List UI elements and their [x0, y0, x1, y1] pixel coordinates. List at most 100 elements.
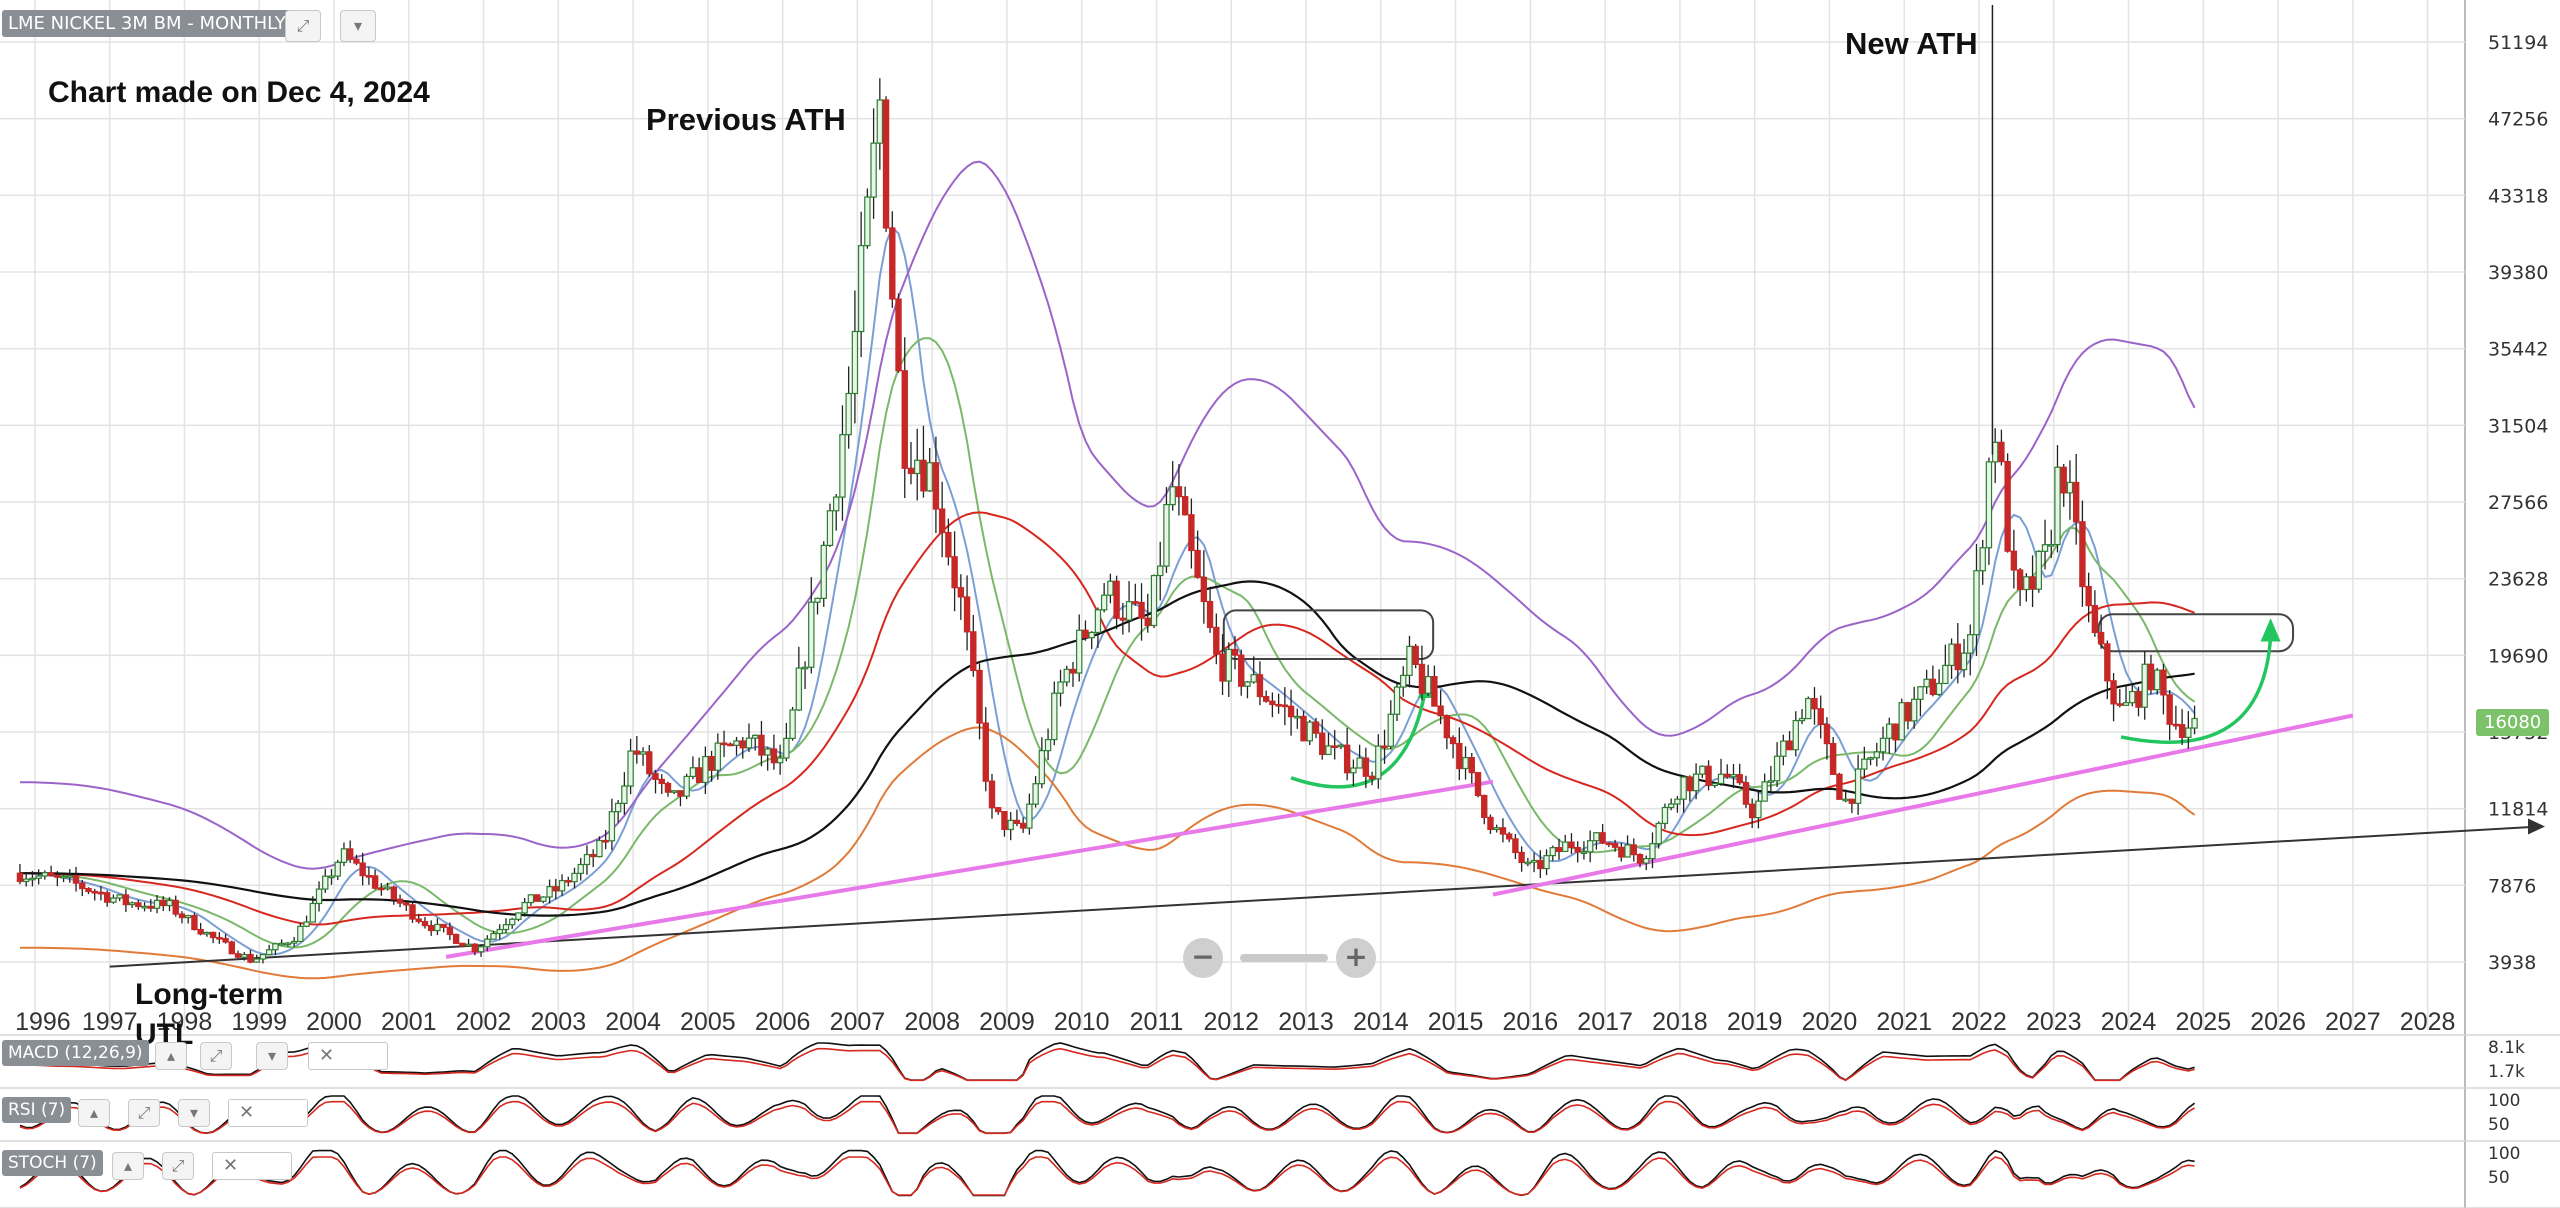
candle-body — [222, 937, 229, 943]
candle-body — [490, 932, 497, 940]
candle-body — [1319, 732, 1326, 756]
stoch-signal-line — [19, 1156, 2195, 1196]
candle-body — [1580, 851, 1588, 854]
candle-body — [1287, 705, 1295, 718]
expand-icon[interactable]: ⤢ — [285, 10, 321, 42]
x-tick-label: 2005 — [680, 1008, 736, 1036]
candle-body — [1275, 703, 1282, 707]
close-icon[interactable]: ✕ — [228, 1099, 308, 1127]
stoch-label: STOCH (7) — [2, 1150, 103, 1176]
candle-body — [2004, 460, 2011, 552]
candle-body — [91, 890, 98, 894]
zoom-out-icon[interactable]: − — [1183, 938, 1223, 978]
x-tick-label: 2016 — [1503, 1008, 1559, 1036]
close-icon[interactable]: ✕ — [212, 1152, 292, 1180]
arrow-down-icon[interactable]: ▾ — [178, 1099, 210, 1127]
candle-body — [1026, 803, 1033, 829]
candle-body — [1057, 681, 1064, 694]
candle-body — [2085, 585, 2092, 607]
macd-tick-label: 8.1k — [2488, 1038, 2525, 1058]
x-tick-label: 2013 — [1278, 1008, 1334, 1036]
candle-body — [1530, 859, 1538, 863]
candle-body — [1886, 723, 1893, 739]
candle-body — [1923, 678, 1930, 688]
y-tick-label: 43318 — [2488, 185, 2548, 207]
candle-body — [714, 742, 722, 771]
candle-body — [35, 875, 42, 879]
zoom-slider[interactable] — [1240, 954, 1328, 962]
candle-body — [1219, 653, 1226, 682]
macd-main-line — [19, 1042, 2195, 1081]
candle-body — [2010, 550, 2018, 571]
x-tick-label: 2027 — [2325, 1008, 2381, 1036]
zoom-in-icon[interactable]: + — [1336, 938, 1376, 978]
candle-body — [1032, 783, 1039, 805]
candle-body — [1724, 773, 1731, 778]
candle-body — [160, 899, 167, 907]
candle-body — [1767, 780, 1775, 783]
candle-body — [677, 790, 684, 797]
candle-body — [353, 858, 360, 864]
expand-icon[interactable]: ⤢ — [162, 1152, 194, 1180]
y-tick-label: 47256 — [2488, 109, 2548, 131]
candle-body — [758, 734, 765, 756]
candle-body — [2097, 631, 2105, 645]
candle-body — [789, 709, 796, 739]
candle-body — [870, 142, 877, 198]
x-tick-label: 2006 — [755, 1008, 811, 1036]
candle-body — [2116, 703, 2124, 706]
candle-body — [1979, 547, 1986, 572]
candle-body — [135, 902, 142, 908]
arrow-down-icon[interactable]: ▾ — [340, 10, 376, 42]
arrow-down-icon[interactable]: ▾ — [256, 1042, 288, 1070]
candle-body — [1001, 811, 1008, 831]
candle-body — [1717, 773, 1725, 785]
long-term-trendline — [109, 825, 2541, 968]
arrow-up-icon[interactable]: ▴ — [112, 1152, 144, 1180]
candle-body — [328, 875, 335, 879]
candle-body — [851, 330, 859, 395]
candle-body — [695, 767, 703, 784]
candle-body — [914, 459, 921, 475]
candle-body — [1842, 798, 1849, 802]
candle-body — [1568, 841, 1575, 849]
candle-body — [334, 861, 341, 877]
candle-body — [203, 931, 211, 935]
candle-body — [415, 918, 422, 923]
candle-body — [97, 891, 105, 895]
expand-icon[interactable]: ⤢ — [128, 1099, 160, 1127]
x-tick-label: 1998 — [157, 1008, 213, 1036]
sma-long-line — [20, 511, 2195, 926]
candle-body — [596, 839, 603, 858]
candle-body — [1462, 757, 1469, 770]
candle-body — [1132, 601, 1139, 604]
candle-body — [2110, 680, 2117, 705]
breakout-arrow-2 — [2120, 635, 2273, 744]
candle-body — [932, 462, 940, 510]
candle-body — [683, 775, 690, 797]
candle-body — [1655, 822, 1662, 845]
candle-body — [1069, 668, 1077, 674]
candle-body — [446, 926, 454, 936]
arrow-up-icon[interactable]: ▴ — [155, 1042, 187, 1070]
candle-body — [976, 669, 983, 724]
expand-icon[interactable]: ⤢ — [200, 1042, 232, 1070]
candle-body — [1674, 798, 1681, 805]
candle-body — [907, 467, 915, 475]
close-icon[interactable]: ✕ — [308, 1042, 388, 1070]
candle-body — [390, 886, 398, 900]
candle-body — [1456, 742, 1463, 770]
candle-body — [833, 496, 840, 512]
candle-body — [1817, 708, 1824, 726]
candle-body — [1829, 742, 1837, 775]
candle-body — [2035, 550, 2042, 590]
x-tick-label: 2000 — [306, 1008, 362, 1036]
candle-body — [1892, 723, 1899, 741]
candle-body — [1163, 503, 1170, 567]
candle-body — [1343, 744, 1351, 774]
candle-body — [1063, 668, 1070, 683]
arrow-up-icon[interactable]: ▴ — [78, 1099, 110, 1127]
candle-body — [216, 936, 223, 940]
candle-body — [378, 887, 385, 891]
